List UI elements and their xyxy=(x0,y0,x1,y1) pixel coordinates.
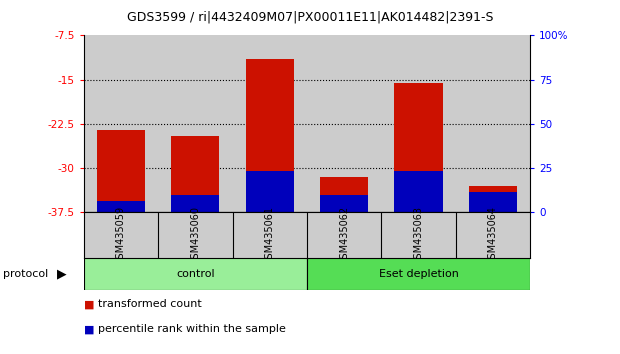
Bar xyxy=(469,192,517,212)
Bar xyxy=(171,195,219,212)
Bar xyxy=(394,171,443,212)
Bar xyxy=(97,130,145,212)
Bar xyxy=(394,82,443,212)
Text: GSM435064: GSM435064 xyxy=(488,206,498,265)
Text: ■: ■ xyxy=(84,299,94,309)
Text: GSM435061: GSM435061 xyxy=(265,206,275,265)
Text: transformed count: transformed count xyxy=(98,299,202,309)
Bar xyxy=(320,177,368,212)
Text: GSM435060: GSM435060 xyxy=(190,206,200,265)
Text: protocol: protocol xyxy=(3,269,48,279)
FancyBboxPatch shape xyxy=(84,258,307,290)
Text: ▶: ▶ xyxy=(57,268,67,281)
Bar xyxy=(246,59,294,212)
FancyBboxPatch shape xyxy=(307,258,530,290)
Bar xyxy=(97,201,145,212)
Bar xyxy=(320,195,368,212)
Bar xyxy=(171,136,219,212)
Text: GSM435063: GSM435063 xyxy=(414,206,423,265)
Bar xyxy=(469,186,517,212)
Text: control: control xyxy=(176,269,215,279)
Text: ■: ■ xyxy=(84,324,94,334)
Bar xyxy=(246,171,294,212)
Text: percentile rank within the sample: percentile rank within the sample xyxy=(98,324,286,334)
Text: GDS3599 / ri|4432409M07|PX00011E11|AK014482|2391-S: GDS3599 / ri|4432409M07|PX00011E11|AK014… xyxy=(126,11,494,24)
Text: GSM435059: GSM435059 xyxy=(116,206,126,265)
Text: GSM435062: GSM435062 xyxy=(339,206,349,265)
Text: Eset depletion: Eset depletion xyxy=(379,269,458,279)
